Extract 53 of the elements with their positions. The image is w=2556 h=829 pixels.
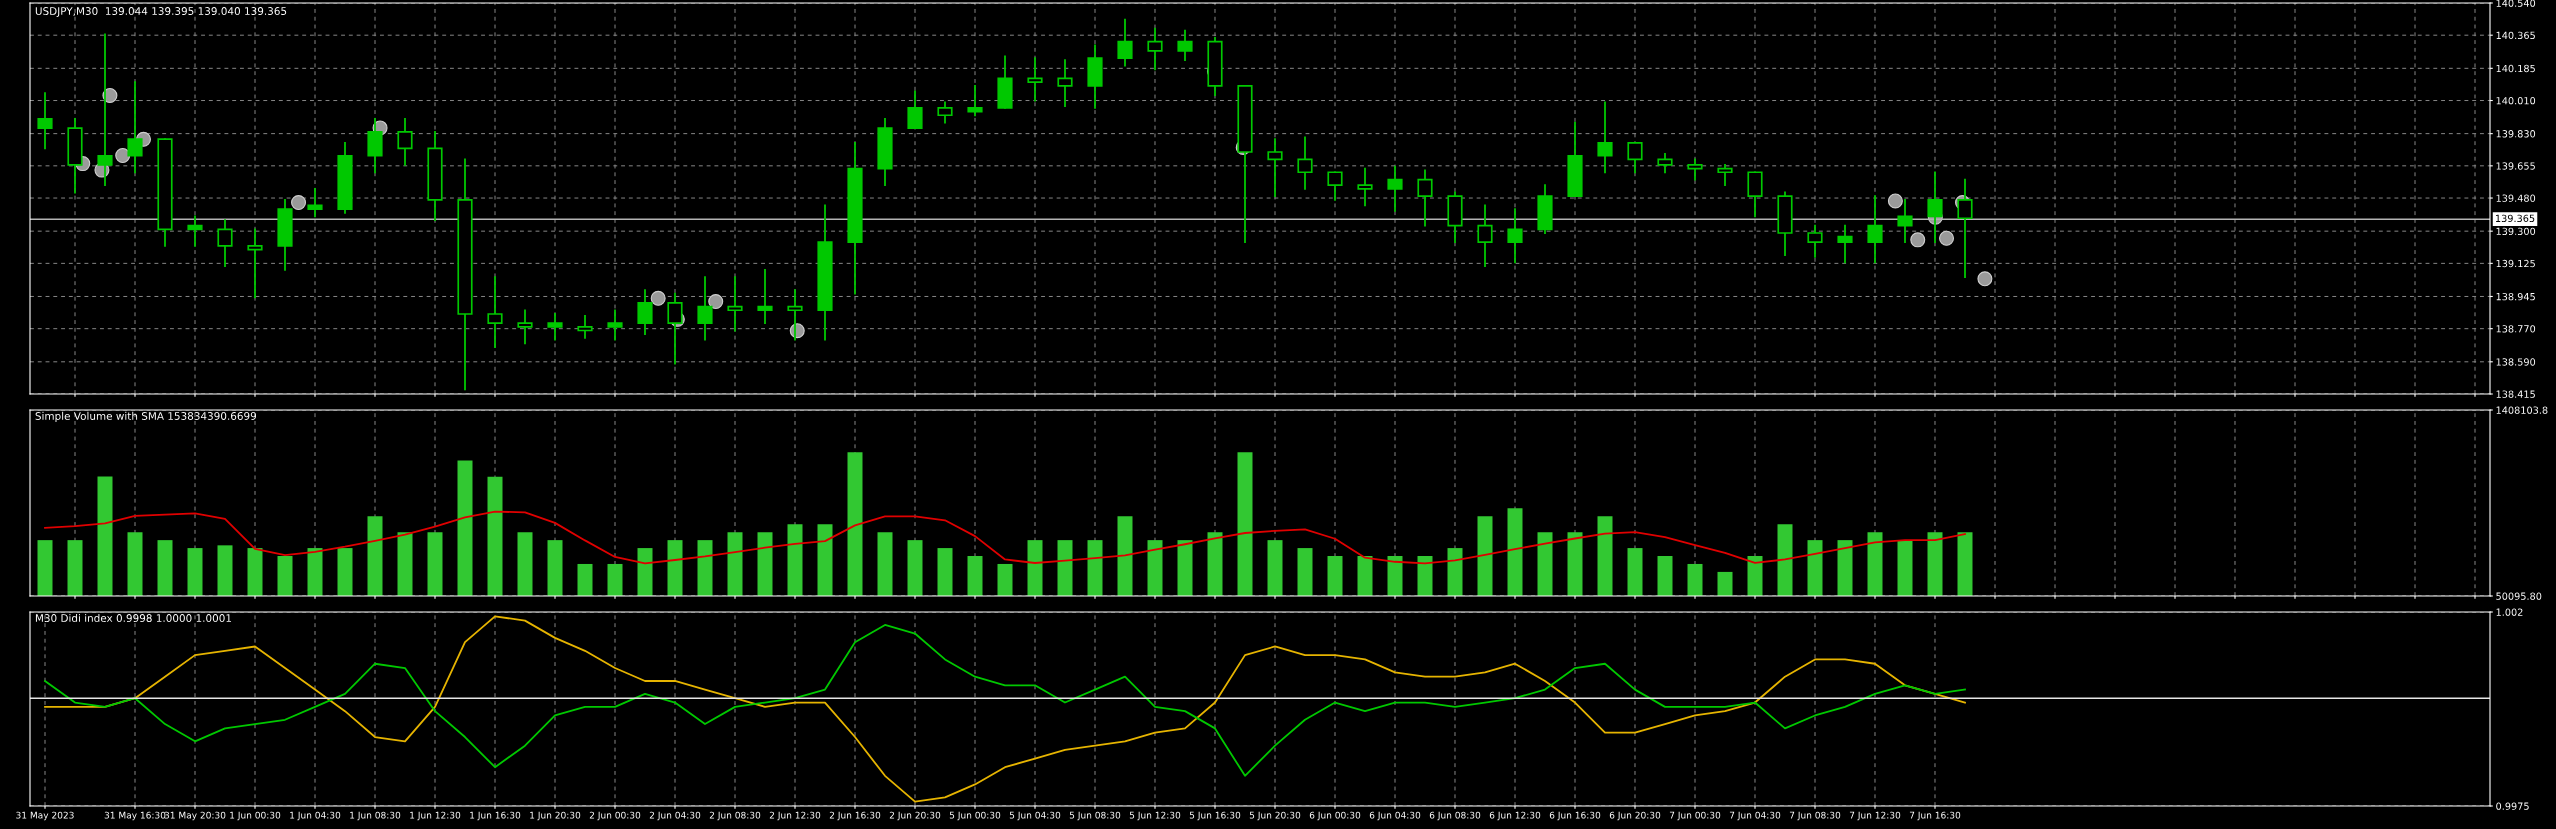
y-tick-label: 0.9975: [2496, 802, 2529, 810]
y-tick-label: 139.830: [2496, 130, 2536, 138]
x-tick-label: 31 May 2023: [16, 811, 74, 821]
x-tick-label: 6 Jun 20:30: [1609, 811, 1661, 821]
x-tick-label: 2 Jun 16:30: [829, 811, 881, 821]
x-tick-label: 2 Jun 00:30: [589, 811, 641, 821]
y-tick-label: 139.125: [2496, 259, 2535, 268]
y-tick-label: 138.415: [2496, 390, 2535, 398]
x-tick-label: 5 Jun 12:30: [1129, 811, 1181, 821]
x-tick-label: 2 Jun 04:30: [649, 811, 701, 821]
y-tick-label: 1.002: [2496, 608, 2523, 616]
y-tick-label: 140.010: [2496, 97, 2536, 105]
x-tick-label: 5 Jun 04:30: [1009, 811, 1061, 821]
x-tick-label: 6 Jun 00:30: [1309, 811, 1361, 821]
x-tick-label: 5 Jun 20:30: [1249, 811, 1301, 821]
x-tick-label: 5 Jun 00:30: [949, 811, 1001, 821]
y-tick-label: 138.770: [2496, 325, 2536, 333]
x-tick-label: 6 Jun 08:30: [1429, 811, 1481, 821]
x-tick-label: 1 Jun 20:30: [530, 811, 581, 821]
x-tick-label: 2 Jun 08:30: [709, 811, 761, 821]
x-tick-label: 5 Jun 16:30: [1189, 811, 1241, 821]
y-tick-label: 1408103.8: [2496, 406, 2548, 414]
chart-title: USDJPY,M30 139.044 139.395 139.040 139.365: [35, 7, 287, 17]
y-tick-label: 140.365: [2496, 31, 2535, 40]
x-tick-label: 7 Jun 00:30: [1669, 811, 1721, 821]
x-tick-label: 1 Jun 12:30: [410, 811, 461, 821]
x-tick-label: 1 Jun 08:30: [350, 811, 401, 821]
y-tick-label: 139.655: [2496, 162, 2535, 170]
chart-title: M30 Didi index 0.9998 1.0000 1.0001: [35, 613, 232, 622]
y-tick-label: 138.590: [2496, 358, 2536, 366]
y-tick-label: 138.945: [2496, 292, 2535, 301]
x-tick-label: 2 Jun 12:30: [769, 811, 821, 821]
x-tick-label: 31 May 20:30: [164, 811, 226, 821]
ref-line-label: 139.365: [2495, 214, 2535, 223]
x-tick-label: 1 Jun 04:30: [290, 811, 341, 821]
x-tick-label: 7 Jun 12:30: [1849, 811, 1901, 821]
x-tick-label: 1 Jun 16:30: [470, 811, 521, 821]
y-tick-label: 140.540: [2496, 0, 2536, 7]
x-tick-label: 7 Jun 08:30: [1789, 811, 1841, 821]
x-tick-label: 6 Jun 04:30: [1369, 811, 1421, 821]
x-tick-label: 31 May 16:30: [104, 811, 166, 821]
x-tick-label: 7 Jun 04:30: [1729, 811, 1781, 821]
chart-title: Simple Volume with SMA 153834390.6699: [35, 411, 257, 422]
x-tick-label: 6 Jun 12:30: [1489, 811, 1541, 821]
x-tick-label: 6 Jun 16:30: [1549, 811, 1601, 821]
y-tick-label: 139.300: [2496, 227, 2536, 235]
x-tick-label: 5 Jun 08:30: [1069, 811, 1121, 821]
y-tick-label: 50095.80: [2496, 592, 2542, 600]
y-tick-label: 139.480: [2496, 194, 2536, 202]
y-tick-label: 140.185: [2496, 64, 2535, 73]
x-tick-label: 2 Jun 20:30: [889, 811, 941, 821]
x-tick-label: 1 Jun 00:30: [230, 811, 281, 821]
x-tick-label: 7 Jun 16:30: [1909, 811, 1961, 821]
